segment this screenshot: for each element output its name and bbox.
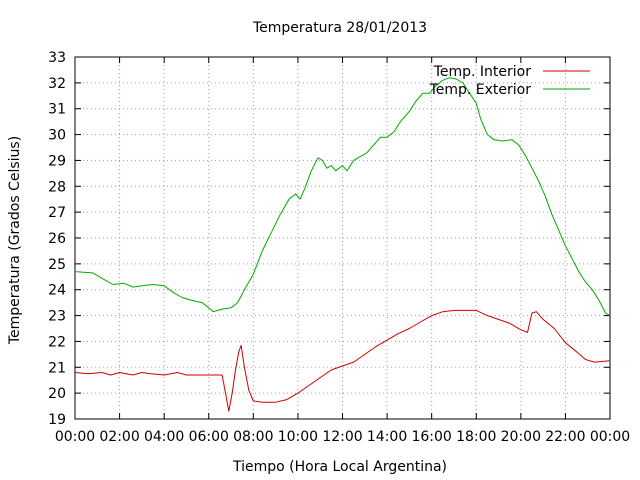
- x-tick-label: 22:00: [545, 429, 585, 445]
- y-tick-label: 28: [48, 179, 66, 195]
- y-tick-label: 33: [48, 50, 66, 66]
- x-tick-label: 12:00: [322, 429, 362, 445]
- series-layer: [74, 77, 611, 412]
- x-tick-label: 18:00: [456, 429, 496, 445]
- y-tick-label: 25: [48, 257, 66, 273]
- y-axis-ticks: 19 20 21 22 23 24 25 26 27 28 29 30 31 32 33: [48, 50, 610, 428]
- chart-title: Temperatura 28/01/2013: [252, 20, 427, 36]
- x-tick-label: 20:00: [501, 429, 541, 445]
- y-tick-label: 29: [48, 153, 66, 169]
- x-tick-label: 14:00: [367, 429, 407, 445]
- x-tick-label: 02:00: [99, 429, 139, 445]
- y-tick-label: 26: [48, 231, 66, 247]
- y-tick-label: 27: [48, 205, 66, 221]
- legend-label: Temp. Interior: [433, 64, 532, 80]
- y-tick-label: 22: [48, 334, 66, 350]
- y-tick-label: 31: [48, 102, 66, 118]
- legend: Temp. Interior Temp. Exterior: [429, 64, 590, 98]
- y-tick-label: 23: [48, 309, 66, 325]
- y-tick-label: 21: [48, 360, 66, 376]
- y-tick-label: 24: [48, 283, 66, 299]
- x-tick-label: 08:00: [233, 429, 273, 445]
- series-line-exterior: [74, 77, 611, 317]
- x-tick-label: 00:00: [55, 429, 95, 445]
- x-axis-label: Tiempo (Hora Local Argentina): [232, 459, 447, 475]
- x-axis-ticks: 00:00 02:00 04:00 06:00 08:00 10:00 12:00 14:00…: [55, 57, 630, 445]
- x-tick-label: 10:00: [278, 429, 318, 445]
- x-tick-label: 16:00: [411, 429, 451, 445]
- y-tick-label: 32: [48, 76, 66, 92]
- x-tick-label: 00:00: [590, 429, 630, 445]
- legend-label: Temp. Exterior: [429, 82, 532, 98]
- x-tick-label: 04:00: [144, 429, 184, 445]
- y-tick-label: 19: [48, 412, 66, 428]
- grid-lines: [75, 57, 610, 419]
- y-tick-label: 30: [48, 128, 66, 144]
- series-line-interior: [74, 309, 611, 412]
- y-tick-label: 20: [48, 386, 66, 402]
- y-axis-label: Temperatura (Grados Celsius): [7, 136, 23, 345]
- x-tick-label: 06:00: [189, 429, 229, 445]
